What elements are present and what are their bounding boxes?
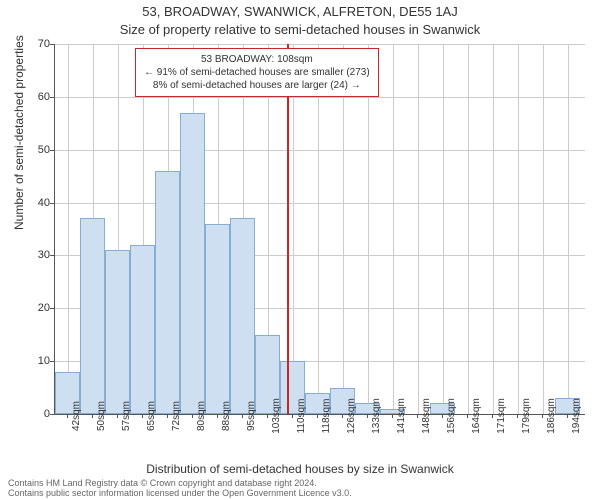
callout-box: 53 BROADWAY: 108sqm← 91% of semi-detache… <box>135 48 379 97</box>
histogram-bar <box>180 113 205 414</box>
x-tick-mark <box>442 414 443 418</box>
marker-line <box>287 44 289 414</box>
x-tick-label: 118sqm <box>321 399 332 434</box>
y-tick-label: 20 <box>14 302 50 314</box>
x-tick-mark <box>417 414 418 418</box>
y-tick-label: 50 <box>14 144 50 156</box>
x-tick-label: 110sqm <box>296 399 307 434</box>
histogram-bar <box>80 218 105 414</box>
x-tick-mark <box>542 414 543 418</box>
footer-line-1: Contains HM Land Registry data © Crown c… <box>8 478 317 488</box>
gridline-v <box>318 44 319 414</box>
y-tick-mark <box>50 308 54 309</box>
chart-title: 53, BROADWAY, SWANWICK, ALFRETON, DE55 1… <box>0 4 600 19</box>
x-tick-mark <box>267 414 268 418</box>
x-tick-label: 65sqm <box>146 401 157 431</box>
callout-line-2: ← 91% of semi-detached houses are smalle… <box>144 66 370 79</box>
x-tick-mark <box>242 414 243 418</box>
x-tick-mark <box>142 414 143 418</box>
x-tick-label: 179sqm <box>521 398 532 434</box>
y-tick-label: 30 <box>14 249 50 261</box>
gridline-v <box>418 44 419 414</box>
x-tick-label: 88sqm <box>221 401 232 431</box>
x-tick-mark <box>467 414 468 418</box>
gridline-h <box>55 203 585 204</box>
y-tick-mark <box>50 414 54 415</box>
x-tick-mark <box>167 414 168 418</box>
y-tick-mark <box>50 150 54 151</box>
y-tick-mark <box>50 44 54 45</box>
y-tick-mark <box>50 203 54 204</box>
x-tick-mark <box>317 414 318 418</box>
x-tick-mark <box>342 414 343 418</box>
x-tick-label: 126sqm <box>346 398 357 434</box>
x-tick-label: 42sqm <box>71 401 82 431</box>
y-tick-label: 60 <box>14 91 50 103</box>
x-tick-mark <box>567 414 568 418</box>
x-tick-mark <box>517 414 518 418</box>
histogram-bar <box>130 245 155 414</box>
gridline-v <box>393 44 394 414</box>
x-tick-label: 141sqm <box>396 398 407 434</box>
y-tick-label: 10 <box>14 355 50 367</box>
gridline-v <box>493 44 494 414</box>
x-tick-mark <box>367 414 368 418</box>
x-tick-label: 95sqm <box>246 401 257 431</box>
histogram-bar <box>155 171 180 414</box>
gridline-v <box>368 44 369 414</box>
histogram-bar <box>230 218 255 414</box>
gridline-v <box>443 44 444 414</box>
x-tick-label: 133sqm <box>371 398 382 434</box>
x-tick-label: 194sqm <box>571 398 582 434</box>
x-tick-label: 171sqm <box>496 398 507 434</box>
x-tick-mark <box>92 414 93 418</box>
x-tick-label: 148sqm <box>421 398 432 434</box>
x-tick-label: 156sqm <box>446 398 457 434</box>
x-tick-mark <box>492 414 493 418</box>
histogram-bar <box>205 224 230 414</box>
y-tick-label: 70 <box>14 38 50 50</box>
x-tick-label: 57sqm <box>121 401 132 431</box>
x-tick-label: 103sqm <box>271 398 282 434</box>
x-tick-mark <box>392 414 393 418</box>
x-axis-label: Distribution of semi-detached houses by … <box>0 462 600 476</box>
chart-container: { "title": "53, BROADWAY, SWANWICK, ALFR… <box>0 0 600 500</box>
y-tick-mark <box>50 255 54 256</box>
y-tick-label: 0 <box>14 408 50 420</box>
gridline-v <box>543 44 544 414</box>
y-tick-label: 40 <box>14 197 50 209</box>
y-tick-mark <box>50 97 54 98</box>
gridline-v <box>568 44 569 414</box>
x-tick-mark <box>117 414 118 418</box>
x-tick-label: 72sqm <box>171 401 182 431</box>
gridline-v <box>68 44 69 414</box>
x-tick-label: 50sqm <box>96 401 107 431</box>
gridline-h <box>55 150 585 151</box>
callout-line-3: 8% of semi-detached houses are larger (2… <box>144 79 370 92</box>
callout-line-1: 53 BROADWAY: 108sqm <box>144 53 370 66</box>
x-tick-mark <box>292 414 293 418</box>
x-tick-label: 80sqm <box>196 401 207 431</box>
gridline-v <box>518 44 519 414</box>
gridline-v <box>293 44 294 414</box>
histogram-bar <box>105 250 130 414</box>
plot-area: 53 BROADWAY: 108sqm← 91% of semi-detache… <box>54 44 585 415</box>
gridline-v <box>468 44 469 414</box>
chart-subtitle: Size of property relative to semi-detach… <box>0 22 600 37</box>
gridline-h <box>55 44 585 45</box>
x-tick-label: 186sqm <box>546 398 557 434</box>
y-tick-mark <box>50 361 54 362</box>
footer-line-2: Contains public sector information licen… <box>8 488 352 498</box>
x-tick-mark <box>67 414 68 418</box>
gridline-v <box>343 44 344 414</box>
x-tick-mark <box>217 414 218 418</box>
x-tick-mark <box>192 414 193 418</box>
x-tick-label: 164sqm <box>471 398 482 434</box>
